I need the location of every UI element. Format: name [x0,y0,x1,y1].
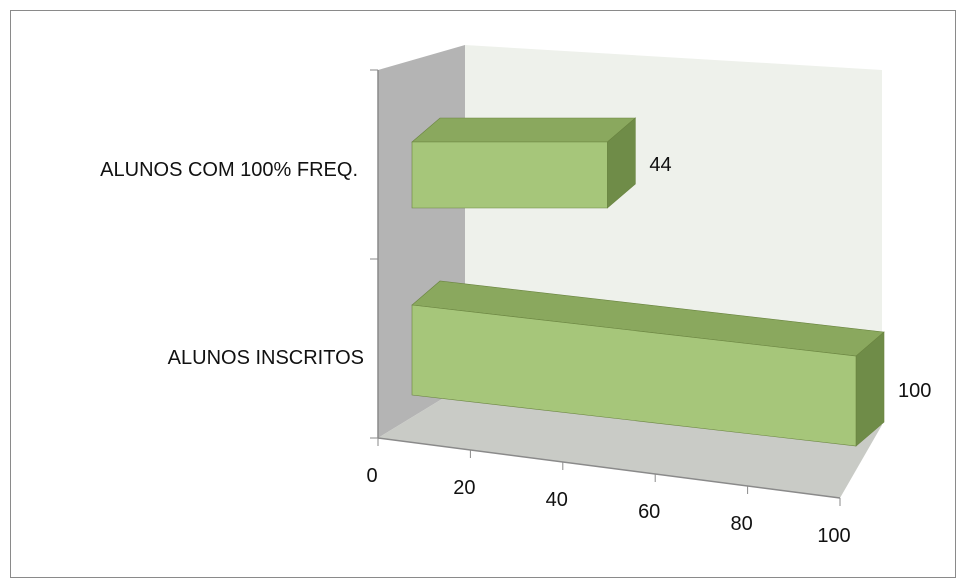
x-tick-label: 60 [638,501,660,523]
x-axis-line [377,437,841,499]
x-tick-label: 20 [453,477,475,499]
x-tick-label: 40 [546,489,568,511]
x-tick-label: 80 [730,513,752,535]
data-label: 44 [649,154,671,176]
data-label: 100 [898,380,931,402]
x-tick-label: 100 [817,525,850,547]
bar [411,304,857,447]
bar-top-face [411,117,637,143]
category-label: ALUNOS INSCRITOS [168,347,364,369]
x-tick-label: 0 [366,465,377,487]
bar [411,141,608,209]
category-label: ALUNOS COM 100% FREQ. [100,159,358,181]
